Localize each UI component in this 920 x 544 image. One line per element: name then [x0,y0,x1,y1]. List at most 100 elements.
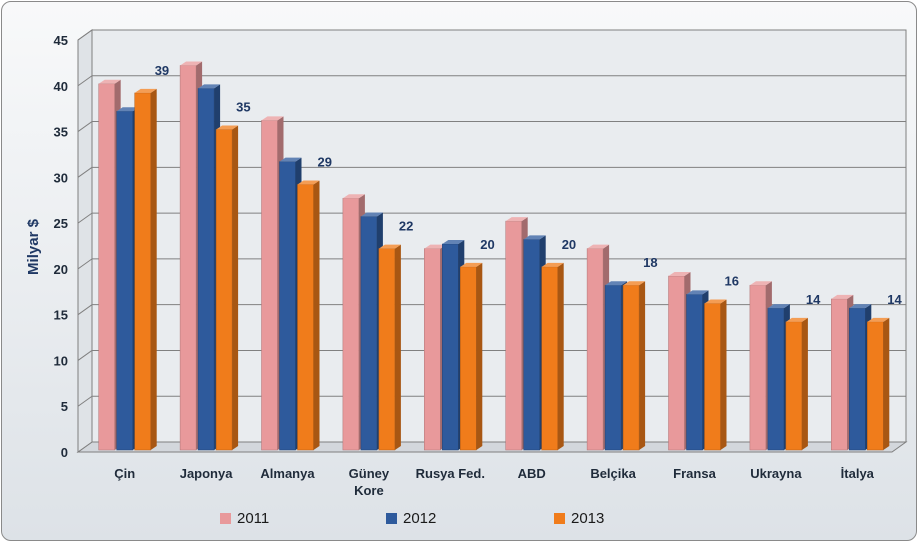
bar-side-2013-5 [557,262,564,450]
y-tick-label: 15 [54,308,68,323]
bar-2011-5 [505,220,522,451]
bar-2012-2 [279,161,296,451]
bar-2013-6 [622,284,640,451]
legend-swatch-2011 [220,513,231,524]
data-label-7: 16 [725,274,739,289]
bar-top-2011-3 [342,194,365,199]
x-tick-label: Kore [354,483,384,498]
bar-top-2011-8 [749,281,772,286]
bar-2012-8 [767,307,785,451]
legend-label-2012: 2012 [403,510,437,527]
bar-2013-4 [460,266,477,451]
legend-item-2013: 2013 [554,510,604,527]
legend-swatch-2012 [386,513,397,524]
bar-top-2013-9 [867,317,890,322]
grid-line-side [77,212,93,224]
x-tick-label: Rusya Fed. [416,466,485,481]
bar-2011-2 [261,120,278,451]
data-label-4: 20 [480,237,494,252]
bar-2011-1 [179,65,197,451]
grid-line-side [77,258,93,270]
bar-top-2012-3 [360,212,383,217]
bar-top-2013-6 [623,281,646,286]
data-label-5: 20 [562,237,576,252]
x-tick-label: Almanya [260,466,315,481]
x-tick-label: Çin [114,466,135,481]
legend-label-2011: 2011 [237,510,270,527]
bar-side-2013-3 [394,244,401,450]
bar-2013-7 [704,303,721,451]
y-tick-label: 20 [54,262,68,277]
data-label-6: 18 [643,255,657,270]
bar-2011-9 [831,298,848,451]
bar-2011-0 [98,83,115,451]
bar-side-2013-8 [801,317,808,450]
bar-2012-4 [442,243,459,451]
bar-top-2012-7 [686,290,709,295]
bar-top-2013-7 [704,299,727,304]
data-label-8: 14 [806,292,821,307]
x-tick-label: Ukrayna [750,466,802,481]
bar-2013-0 [134,92,151,451]
bar-top-2012-4 [442,240,465,244]
bar-top-2011-9 [831,294,854,299]
data-label-9: 14 [887,292,902,307]
y-tick-label: 10 [54,353,68,368]
bar-top-2011-6 [587,244,610,249]
bar-2013-9 [867,321,884,451]
bar-2013-2 [297,184,314,451]
bar-top-2011-0 [98,79,121,84]
y-tick-label: 30 [54,170,68,185]
x-tick-label: Güney [349,466,390,481]
bar-top-2012-2 [279,157,302,162]
bar-top-2012-5 [523,235,546,240]
bar-top-2013-2 [297,180,320,185]
bar-2013-8 [785,321,803,451]
bar-2012-5 [523,239,540,451]
y-axis-label: Milyar $ [25,218,42,275]
grid-line-side [77,395,93,407]
bar-side-2013-9 [883,317,890,450]
y-tick-label: 0 [61,445,68,460]
bar-side-2013-1 [232,125,239,451]
x-tick-label: Fransa [673,466,716,481]
bar-2013-5 [541,266,558,451]
bar-2012-6 [604,284,622,451]
data-label-3: 22 [399,219,413,234]
data-label-2: 29 [318,154,332,169]
y-tick-label: 25 [54,216,68,231]
grid-line-side [77,350,93,361]
bar-2012-7 [686,294,703,451]
bar-top-2012-1 [198,84,221,89]
y-tick-label: 45 [54,33,68,48]
bar-top-2011-1 [180,61,203,66]
bar-top-2013-5 [541,262,564,267]
x-tick-label: Belçika [590,466,636,481]
bar-2012-0 [116,110,133,451]
bar-2011-4 [424,248,441,451]
plot-side-wall [77,29,93,453]
bar-side-2013-6 [639,281,646,450]
grid-line-side [77,121,93,132]
grid-line-side [77,304,93,316]
bar-top-2013-0 [134,88,157,93]
bar-top-2012-6 [605,281,628,286]
bar-2012-9 [849,307,866,451]
bar-side-2013-7 [720,299,727,450]
bar-2011-6 [586,248,604,451]
bar-top-2012-8 [767,304,790,309]
legend-swatch-2013 [554,513,565,524]
y-tick-label: 5 [61,399,68,414]
bar-top-2013-8 [785,317,808,322]
bar-2011-7 [668,275,685,451]
legend-item-2011: 2011 [220,510,269,527]
bar-2013-3 [378,248,396,451]
data-label-0: 39 [155,63,169,78]
legend-label-2013: 2013 [571,510,605,527]
x-tick-label: Japonya [180,466,234,481]
x-tick-label: İtalya [841,466,875,481]
x-tick-label: ABD [518,466,546,481]
grid-line-side [77,166,93,178]
